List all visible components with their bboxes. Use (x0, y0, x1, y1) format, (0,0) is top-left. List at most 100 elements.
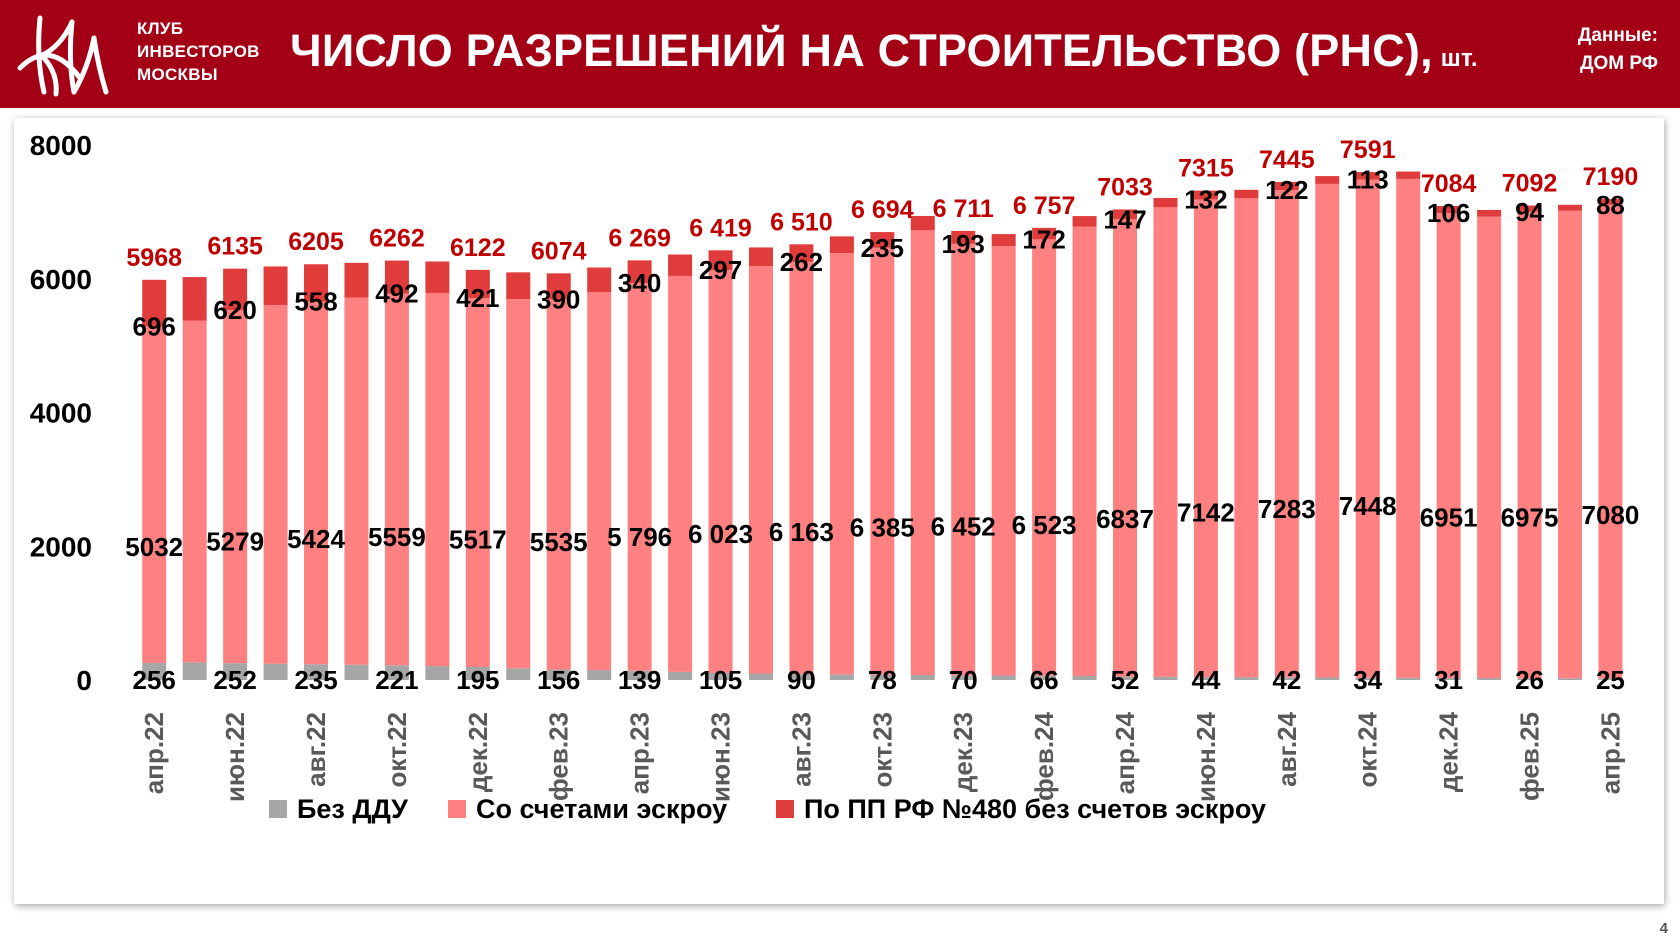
data-label-pp480: 94 (1515, 197, 1544, 227)
bar-segment (1274, 677, 1299, 680)
x-tick-label: авг.23 (786, 712, 816, 787)
data-label-no-ddu: 156 (537, 665, 580, 695)
bar-segment (1557, 210, 1582, 679)
data-label-total: 6 269 (608, 224, 671, 252)
data-label-no-ddu: 256 (133, 665, 176, 695)
x-tick-label: дек.23 (948, 712, 978, 792)
legend-swatch (448, 800, 466, 818)
bar-segment (1072, 216, 1097, 227)
bar-segment (627, 283, 652, 671)
data-label-no-ddu: 235 (294, 665, 337, 695)
legend-label: Без ДДУ (297, 794, 409, 824)
data-label-escrow: 5 796 (607, 522, 672, 552)
data-label-no-ddu: 34 (1353, 665, 1382, 695)
title-unit: шт. (1440, 45, 1478, 72)
data-label-escrow: 6951 (1420, 503, 1478, 533)
bar-segment (465, 269, 490, 299)
data-label-escrow: 5517 (449, 525, 507, 555)
x-tick-label: апр.25 (1595, 712, 1625, 794)
bar-segment (1315, 176, 1340, 184)
bar-segment (910, 230, 935, 676)
data-label-total: 7033 (1097, 173, 1153, 201)
data-label-pp480: 147 (1103, 204, 1146, 234)
bar-segment (708, 250, 733, 271)
x-tick-label: июн.23 (706, 712, 736, 802)
x-tick-label: апр.22 (139, 712, 169, 794)
bar-segment (1598, 678, 1623, 680)
legend-label: По ПП РФ №480 без счетов эскроу (804, 794, 1266, 824)
bar-segment (1396, 171, 1421, 179)
data-label-escrow: 6 452 (931, 511, 996, 541)
data-label-total: 7190 (1583, 163, 1639, 191)
bar-segment (587, 670, 612, 680)
data-label-total: 6135 (207, 233, 263, 261)
bar-segment (263, 663, 288, 680)
data-label-pp480: 262 (780, 247, 823, 277)
bar-segment (870, 232, 895, 248)
bar-segment (1598, 204, 1623, 679)
bar-segment (1032, 675, 1057, 680)
x-tick-label: фев.23 (544, 712, 574, 801)
x-tick-label: июн.24 (1191, 711, 1221, 802)
bar-segment (465, 298, 490, 667)
bar-segment (587, 292, 612, 671)
bar-segment (1153, 207, 1178, 677)
data-label-escrow: 6 163 (769, 517, 834, 547)
bar-segment (384, 293, 409, 666)
data-label-total: 6 419 (689, 214, 752, 242)
data-label-escrow: 7080 (1582, 500, 1640, 530)
data-label-pp480: 492 (375, 278, 418, 308)
x-tick-label: апр.24 (1110, 711, 1140, 794)
bar-segment (1396, 677, 1421, 680)
bar-segment (182, 662, 207, 680)
data-label-escrow: 5535 (530, 527, 588, 557)
bar-segment (668, 275, 693, 672)
bar-segment (1234, 198, 1259, 678)
bar-segment (1113, 676, 1138, 680)
bar-segment (1355, 179, 1380, 678)
bar-segment (627, 260, 652, 284)
bar-segment (1113, 219, 1138, 677)
data-label-no-ddu: 221 (375, 665, 418, 695)
bar-segment (546, 273, 571, 300)
bar-segment (1153, 676, 1178, 680)
data-label-total: 7084 (1421, 170, 1477, 198)
bar-segment (668, 671, 693, 680)
bar-segment (304, 264, 329, 302)
data-label-total: 7591 (1340, 136, 1396, 164)
data-label-total: 6 711 (933, 195, 994, 223)
bar-segment (951, 675, 976, 680)
bar-segment (1517, 211, 1542, 679)
bar-segment (1436, 213, 1461, 678)
bar-segment (1274, 181, 1299, 191)
data-label-pp480: 88 (1596, 190, 1625, 220)
legend-label: Со счетами эскроу (476, 794, 727, 824)
org-name-line1: КЛУБ (137, 19, 184, 38)
bar-segment (1072, 676, 1097, 680)
bar-segment (1234, 677, 1259, 680)
bar-segment (870, 247, 895, 675)
bar-segment (425, 666, 450, 680)
bar-segment (748, 247, 773, 267)
bar-segment (748, 673, 773, 680)
data-label-total: 6074 (531, 237, 587, 265)
bar-segment (1032, 239, 1057, 676)
bar-segment (1032, 227, 1057, 240)
x-tick-label: окт.24 (1353, 711, 1383, 787)
data-label-no-ddu: 195 (456, 665, 499, 695)
bar-segment (1234, 189, 1259, 199)
bar-segment (425, 292, 450, 667)
data-label-total: 6 510 (770, 208, 833, 236)
bar-segment (708, 270, 733, 673)
data-label-pp480: 297 (699, 255, 742, 285)
data-label-total: 6262 (369, 225, 425, 253)
y-tick-label: 0 (76, 665, 92, 696)
bar-segment (870, 674, 895, 680)
data-label-total: 5968 (126, 244, 182, 272)
data-label-escrow: 6 523 (1012, 510, 1077, 540)
bar-segment (546, 299, 571, 670)
bar-segment (789, 244, 814, 262)
bar-segment (1477, 678, 1502, 680)
data-label-escrow: 7142 (1177, 497, 1235, 527)
data-label-escrow: 7283 (1258, 494, 1316, 524)
